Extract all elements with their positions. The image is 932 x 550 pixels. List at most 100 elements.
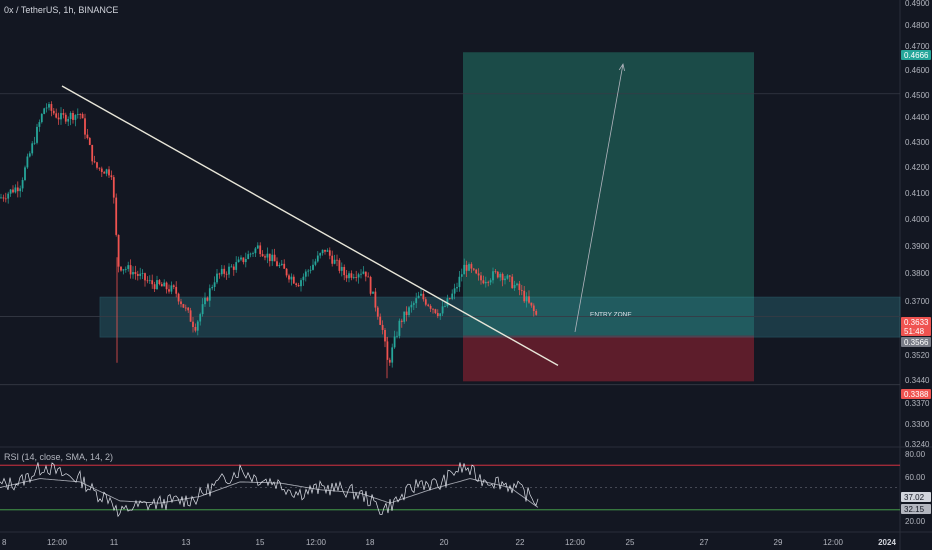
rsi-badge-rsi [901,492,931,502]
price-axis[interactable]: 0.4900 0.4800 0.4700 0.4600 0.4500 0.4400 0.43… [901,0,931,526]
candle-body [458,276,461,288]
candle-body [127,265,130,269]
candle-body [516,283,518,286]
candle-body [432,308,434,310]
candle-body [362,271,365,274]
time-tick-label: 29 [774,538,783,547]
price-tick-label: 0.3440 [905,376,930,385]
price-badge-countdown [901,326,931,336]
candle-body [417,295,420,299]
candle-body [96,162,98,168]
candle-body [55,113,58,118]
candle-body [316,255,319,262]
candle-body [532,305,535,312]
candle-body [45,107,48,109]
candle-body [271,254,274,262]
candle-body [276,261,278,267]
price-tick-label: 0.3800 [905,269,930,278]
time-tick-label: 12:00 [306,538,327,547]
price-badge-take-profit [901,50,931,60]
candle-body [81,114,84,119]
candle-body [446,298,449,307]
candle-body [448,298,451,300]
candle-body [16,187,19,192]
candle-body [122,269,125,271]
candle-body [172,285,175,287]
candle-body [468,264,470,271]
candle-body [429,305,432,309]
candle-body [314,261,317,265]
candle-body [21,180,24,189]
stop-loss-zone [463,335,754,382]
candle-body [465,264,468,271]
candle-body [436,313,439,317]
candle-body [160,284,163,287]
candle-body [482,280,485,284]
candle-body [180,301,182,305]
entry-zone-label: ENTRY ZONE [590,311,632,318]
candle-body [324,249,326,252]
candle-body [396,335,398,337]
candle-body [196,321,199,331]
candle-body [124,268,127,270]
candle-body [93,161,96,163]
candle-body [237,259,240,263]
candle-body [451,293,454,299]
price-tick-label: 0.3700 [905,297,930,306]
candle-body [388,359,391,363]
candle-body [206,297,209,301]
candle-body [506,275,509,279]
candle-body [367,276,370,278]
price-tick-label: 0.4700 [905,42,930,51]
candle-body [309,269,312,271]
candle-body [369,276,372,294]
candle-body [350,273,353,278]
candle-body [427,304,430,306]
candle-body [511,276,514,289]
candle-body [110,175,113,178]
price-tick-label: 0.4900 [905,0,930,8]
candle-body [211,286,214,289]
price-tick-label: 0.4400 [905,113,930,122]
take-profit-zone [463,52,754,336]
candle-body [64,114,67,122]
candle-body [472,268,475,270]
candle-body [405,311,408,316]
candle-body [259,245,262,255]
candle-body [379,316,382,325]
candle-body [247,254,250,259]
candle-body [9,189,12,194]
candle-body [535,311,538,315]
candle-body [230,266,233,268]
rsi-badge-rsi-text: 37.02 [904,493,925,502]
candle-body [235,262,238,270]
candle-body [513,285,516,289]
candle-body [273,254,276,262]
target-arrow [574,64,624,332]
trendline [61,85,559,366]
candle-body [364,271,367,277]
candle-body [439,313,442,317]
candle-body [297,285,300,287]
candle-body [105,169,108,174]
candle-body [74,114,77,120]
time-axis[interactable]: 8 12:00 11 13 15 12:00 18 20 22 12:00 25 27 29 12:00 2… [2,538,896,547]
candle-body [410,304,413,308]
candle-body [384,329,386,342]
candle-body [76,114,79,115]
candle-body [321,249,324,254]
price-badge-last-price-text: 0.3633 [904,318,929,327]
price-tick-label: 0.3300 [905,420,930,429]
candle-body [528,296,530,303]
candle-body [14,187,17,193]
candle-body [7,193,10,199]
candle-body [444,306,446,307]
price-tick-label: 0.3240 [905,440,930,449]
candle-body [69,113,72,119]
time-tick-label: 12:00 [565,538,586,547]
candle-body [290,276,293,280]
candle-body [60,113,62,120]
candle-body [88,138,91,145]
